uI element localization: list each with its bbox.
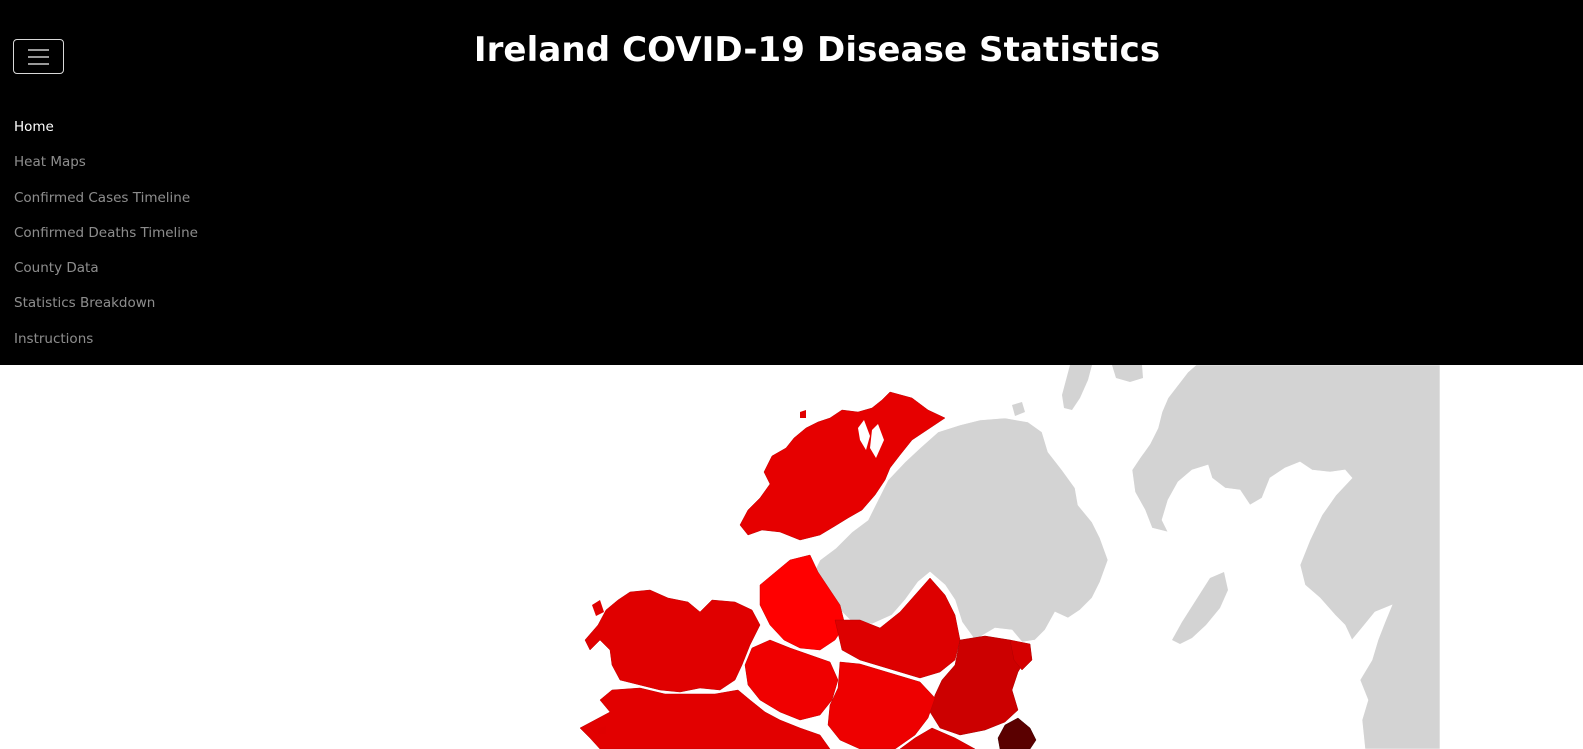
island-shape xyxy=(1012,402,1025,416)
hamburger-icon xyxy=(28,49,49,51)
heat-map[interactable] xyxy=(0,365,1583,749)
nav-item-confirmed-cases-timeline[interactable]: Confirmed Cases Timeline xyxy=(14,189,191,206)
hamburger-icon-line xyxy=(28,56,49,58)
county-dublin[interactable] xyxy=(997,717,1037,749)
county-galway[interactable] xyxy=(579,687,831,749)
nav-item-statistics-breakdown[interactable]: Statistics Breakdown xyxy=(14,295,156,312)
navbar: Ireland COVID-19 Disease Statistics Home… xyxy=(0,0,1583,365)
hamburger-icon-line xyxy=(28,63,49,65)
island-shape xyxy=(598,726,606,734)
county-mayo[interactable] xyxy=(584,589,761,693)
nav-menu: Home Heat Maps Confirmed Cases Timeline … xyxy=(14,110,198,357)
county-offaly[interactable] xyxy=(899,727,976,749)
island-shape xyxy=(1112,365,1143,382)
nav-item-confirmed-deaths-timeline[interactable]: Confirmed Deaths Timeline xyxy=(14,224,198,241)
nav-item-instructions[interactable]: Instructions xyxy=(14,330,94,347)
island-shape xyxy=(800,410,806,418)
nav-item-home[interactable]: Home xyxy=(14,119,54,135)
northern-ireland xyxy=(811,417,1109,643)
nav-item-heat-maps[interactable]: Heat Maps xyxy=(14,154,86,171)
nav-item-county-data[interactable]: County Data xyxy=(14,260,99,277)
county-donegal-inlet xyxy=(858,420,870,450)
county-louth[interactable] xyxy=(1009,639,1033,671)
island-shape xyxy=(592,600,604,616)
county-donegal-inlet xyxy=(870,424,884,458)
county-roscommon[interactable] xyxy=(744,639,839,721)
page-title: Ireland COVID-19 Disease Statistics xyxy=(473,30,1161,70)
island-shape xyxy=(1062,365,1092,410)
scotland-landmass xyxy=(1131,365,1441,749)
county-westmeath[interactable] xyxy=(827,661,936,749)
county-donegal[interactable] xyxy=(739,391,946,541)
map-container xyxy=(0,365,1583,749)
menu-toggle-button[interactable] xyxy=(13,39,64,74)
island-shape xyxy=(1172,572,1228,644)
